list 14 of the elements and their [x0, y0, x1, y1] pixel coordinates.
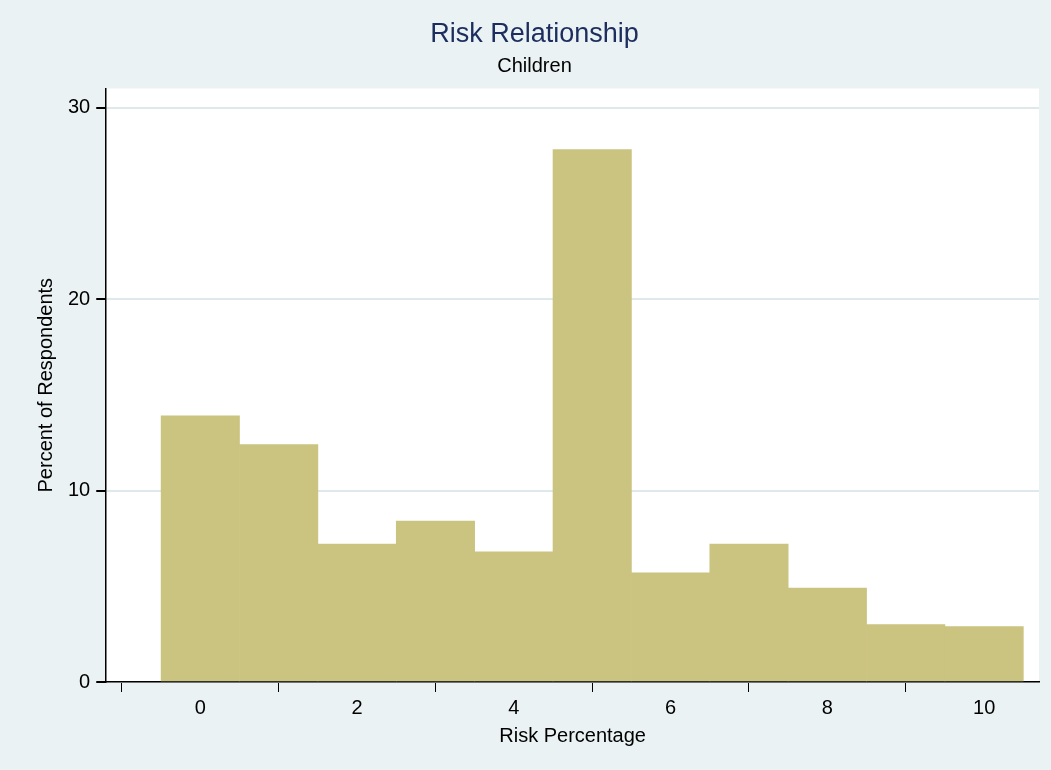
chart-subtitle: Children: [497, 53, 572, 76]
x-tick-label: 10: [973, 695, 996, 718]
y-tick-label: 20: [68, 286, 91, 309]
x-tick-label: 6: [665, 695, 677, 718]
x-tick-label: 8: [821, 695, 833, 718]
y-tick-label: 0: [79, 669, 91, 692]
x-axis-title: Risk Percentage: [499, 723, 646, 746]
x-tick-label: 2: [351, 695, 363, 718]
x-tick-label: 4: [508, 695, 520, 718]
y-tick-label: 10: [68, 478, 91, 501]
chart-title: Risk Relationship: [430, 17, 639, 48]
y-axis-title: Percent of Respondents: [33, 277, 56, 493]
y-tick-label: 30: [68, 95, 91, 118]
x-tick-label: 0: [194, 695, 206, 718]
